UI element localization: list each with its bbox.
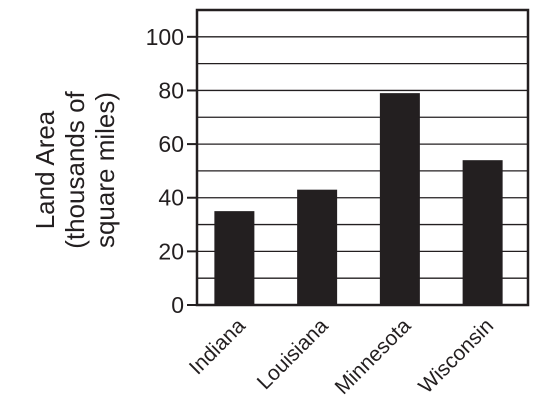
x-tick-label: Louisiana <box>253 314 333 394</box>
bars <box>214 93 503 306</box>
bar-indiana <box>214 211 255 305</box>
y-axis-title-line-2: (thousands of <box>60 90 90 248</box>
y-tick-label: 20 <box>158 238 184 264</box>
x-tick-label: Minnesota <box>331 314 416 399</box>
y-axis-title-line-3: square miles) <box>90 92 120 248</box>
y-tick-label: 100 <box>146 24 184 50</box>
bar-minnesota <box>379 93 420 306</box>
bar-wisconsin <box>462 160 503 305</box>
plot-frame <box>195 8 530 307</box>
y-tick-label: 60 <box>158 131 184 157</box>
y-tick-label: 80 <box>158 77 184 103</box>
x-tick-label: Wisconsin <box>414 314 498 398</box>
y-axis-title-line-1: Land Area <box>30 110 60 229</box>
y-tick-label: 40 <box>158 185 184 211</box>
y-tick-label: 0 <box>171 292 184 318</box>
y-axis-title: Land Area (thousands of square miles) <box>30 90 120 248</box>
bar-louisiana <box>297 189 338 305</box>
y-axis-ticks: 0 20 40 60 80 100 <box>146 24 197 318</box>
x-tick-label: Indiana <box>185 314 250 379</box>
